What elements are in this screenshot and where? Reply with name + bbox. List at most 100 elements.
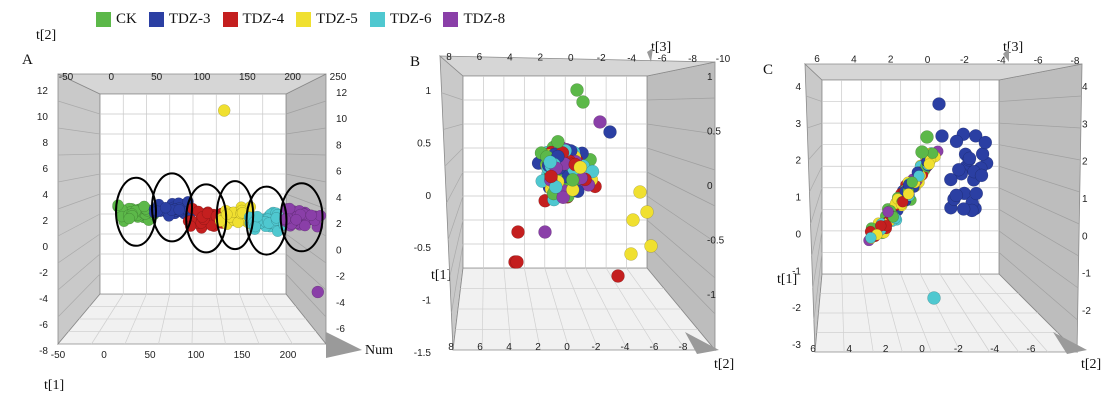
gridline — [441, 92, 464, 101]
gridline — [998, 230, 1079, 289]
data-point-outlier — [311, 285, 325, 299]
gridline — [57, 273, 101, 318]
gridline — [808, 144, 823, 161]
data-point — [173, 204, 185, 216]
gridline — [998, 122, 1081, 129]
panel-label-b: B — [410, 54, 421, 70]
gridline — [57, 173, 101, 183]
tick-label: 250 — [330, 72, 347, 83]
data-point — [576, 95, 590, 109]
tick-label: -50 — [59, 72, 74, 83]
legend-item-tdz3: TDZ-3 — [148, 11, 211, 28]
legend-item-tdz6: TDZ-6 — [369, 11, 431, 28]
tick-label: 3 — [795, 119, 801, 130]
gridline — [646, 123, 716, 135]
tick-label: 0 — [336, 245, 342, 256]
tick-label: -10 — [716, 54, 731, 65]
data-point — [865, 231, 877, 244]
tick-label: -1 — [1082, 269, 1091, 280]
tick-label: 2 — [883, 344, 889, 355]
data-point — [626, 213, 640, 227]
data-point — [112, 199, 124, 211]
gridline — [812, 230, 823, 289]
tick-label: 1 — [425, 86, 431, 97]
tick-label: 1 — [707, 72, 713, 83]
gridline — [998, 252, 1078, 321]
gridline — [285, 173, 327, 183]
data-point — [551, 134, 565, 149]
legend-label: TDZ-4 — [242, 10, 285, 27]
axis-name-t2: t[2] — [1081, 357, 1102, 372]
tick-label: -1 — [792, 266, 801, 277]
data-point — [932, 97, 946, 111]
gridline — [998, 187, 1080, 225]
plot-a: -50 0 50 100 150 200 250121086420-2-4-6-812108… — [37, 72, 362, 361]
tick-label: 2 — [538, 53, 544, 64]
tick-label: 10 — [336, 114, 348, 125]
panel-label-a: A — [22, 52, 33, 68]
gridline — [449, 219, 464, 277]
legend-item-tdz8: TDZ-8 — [443, 11, 505, 28]
gridline — [285, 233, 327, 264]
data-point — [544, 169, 558, 184]
data-point — [902, 188, 915, 200]
tick-label: 0 — [919, 344, 925, 355]
data-point — [956, 202, 971, 216]
tick-label: -6 — [1034, 56, 1043, 67]
tick-label: 4 — [506, 342, 512, 353]
tick-label: -50 — [51, 350, 66, 361]
tick-label: 6 — [336, 167, 342, 178]
axis-arrow — [685, 332, 719, 354]
data-point — [923, 158, 935, 170]
tick-label: 0.5 — [417, 138, 431, 149]
data-point — [510, 255, 524, 269]
tick-label: 200 — [280, 350, 297, 361]
tick-label: 6 — [814, 54, 820, 65]
tick-label: 1 — [795, 193, 801, 204]
gridline — [810, 187, 823, 225]
tick-label: 150 — [234, 350, 251, 361]
tick-label: 6 — [42, 164, 48, 175]
axis-arrow — [1003, 48, 1009, 62]
data-point — [882, 206, 894, 218]
legend-item-tdz5: TDZ-5 — [296, 11, 358, 28]
data-point-outlier — [217, 104, 231, 117]
gridline — [57, 153, 101, 156]
data-point — [159, 201, 172, 214]
tick-label: -8 — [688, 54, 697, 65]
data-point — [138, 200, 150, 213]
axis-name-t2: t[2] — [714, 357, 735, 372]
data-point — [611, 269, 625, 283]
data-point — [538, 225, 552, 239]
data-point — [968, 129, 983, 143]
tick-label: -8 — [1071, 56, 1080, 67]
tick-label: -0.5 — [414, 243, 432, 254]
legend-label: CK — [116, 10, 137, 27]
gridline — [646, 97, 716, 101]
tick-label: -4 — [997, 55, 1006, 66]
data-point — [978, 135, 993, 150]
data-point — [906, 176, 918, 188]
axis-arrow — [326, 332, 362, 358]
tick-label: 4 — [851, 54, 857, 65]
tick-label: 2 — [888, 55, 894, 66]
data-point — [915, 145, 929, 159]
gridline — [813, 252, 823, 321]
cluster-ellipse — [151, 172, 193, 243]
tick-label: -4 — [627, 53, 636, 64]
gridline — [285, 153, 327, 156]
gridline — [998, 209, 1079, 257]
data-point — [962, 151, 977, 166]
data-point — [290, 213, 302, 226]
tick-label: 2 — [42, 216, 48, 227]
data-point — [305, 209, 317, 221]
data-point — [944, 172, 958, 187]
tick-label: -4 — [39, 294, 48, 305]
tick-label: 200 — [284, 72, 301, 83]
axis-name-t1: t[1] — [44, 378, 65, 393]
axis-arrow — [647, 48, 653, 62]
gridline — [447, 195, 464, 240]
plot-b: 8 6 4 2 0 -2 -4 -6 -8 -1010.50-0.5-1-1.510.50-0.5… — [414, 48, 731, 359]
gridline — [444, 147, 464, 167]
tick-label: 150 — [239, 72, 256, 83]
